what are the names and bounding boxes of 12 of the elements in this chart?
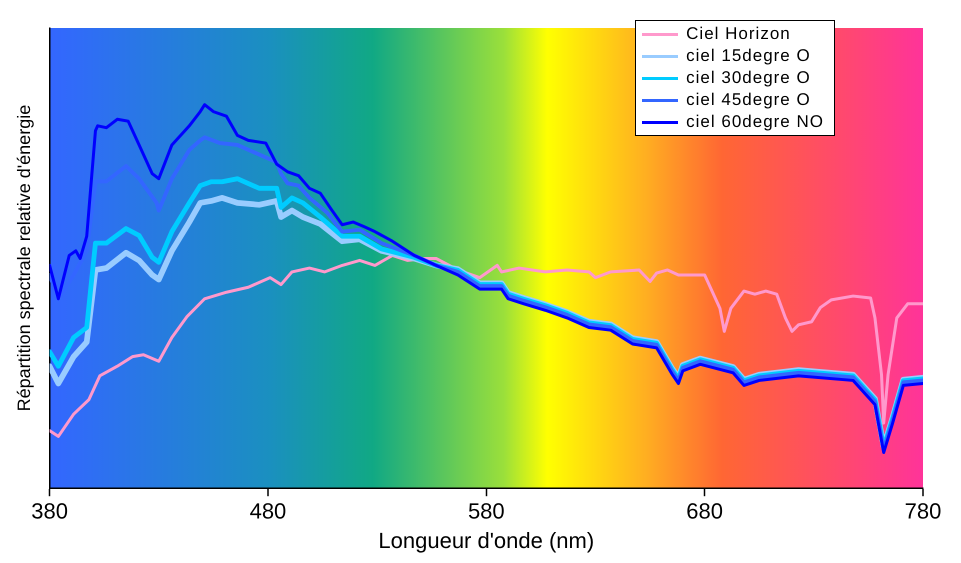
x-tick-label: 680 bbox=[686, 498, 724, 524]
legend-label: ciel 45degre O bbox=[686, 90, 811, 110]
x-tick-label: 380 bbox=[31, 498, 68, 524]
legend-label: ciel 15degre O bbox=[686, 46, 811, 66]
x-tick-label: 780 bbox=[904, 498, 942, 524]
x-axis-title: Longueur d'onde (nm) bbox=[378, 528, 594, 553]
x-tick-label: 580 bbox=[468, 498, 505, 524]
y-axis-title: Répartition spectrale relative d'énergie bbox=[14, 104, 34, 412]
legend-label: ciel 60degre NO bbox=[686, 112, 824, 132]
legend-label: Ciel Horizon bbox=[686, 24, 791, 44]
x-tick-label: 480 bbox=[250, 498, 286, 524]
legend-label: ciel 30degre O bbox=[686, 68, 811, 88]
